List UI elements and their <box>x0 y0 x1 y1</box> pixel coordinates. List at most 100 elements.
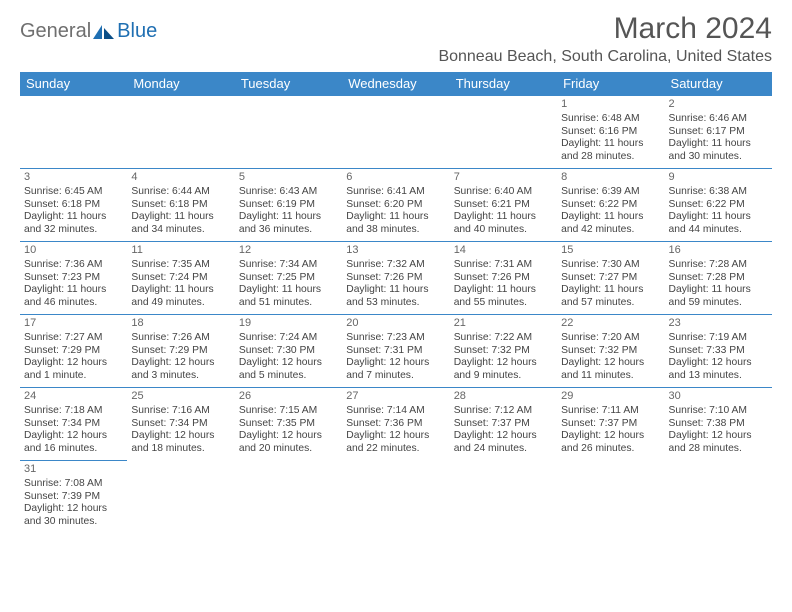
weekday-header: Sunday <box>20 72 127 96</box>
sunrise-line: Sunrise: 7:11 AM <box>561 405 660 418</box>
weekday-header: Wednesday <box>342 72 449 96</box>
day-number: 26 <box>239 390 338 404</box>
daylight-line: Daylight: 11 hours and 57 minutes. <box>561 284 660 310</box>
sunset-line: Sunset: 6:22 PM <box>561 199 660 212</box>
calendar-day-cell: 3Sunrise: 6:45 AMSunset: 6:18 PMDaylight… <box>20 169 127 242</box>
sunrise-line: Sunrise: 7:20 AM <box>561 332 660 345</box>
weekday-header: Tuesday <box>235 72 342 96</box>
sunrise-line: Sunrise: 7:31 AM <box>454 259 553 272</box>
day-number: 12 <box>239 244 338 258</box>
sunset-line: Sunset: 7:37 PM <box>561 418 660 431</box>
daylight-line: Daylight: 11 hours and 51 minutes. <box>239 284 338 310</box>
calendar-day-cell: 15Sunrise: 7:30 AMSunset: 7:27 PMDayligh… <box>557 242 664 315</box>
calendar-day-cell: 1Sunrise: 6:48 AMSunset: 6:16 PMDaylight… <box>557 96 664 169</box>
calendar-day-cell: 5Sunrise: 6:43 AMSunset: 6:19 PMDaylight… <box>235 169 342 242</box>
calendar-day-cell: 18Sunrise: 7:26 AMSunset: 7:29 PMDayligh… <box>127 315 234 388</box>
calendar-empty-cell <box>127 96 234 169</box>
calendar-day-cell: 7Sunrise: 6:40 AMSunset: 6:21 PMDaylight… <box>450 169 557 242</box>
calendar-empty-cell <box>235 96 342 169</box>
calendar-day-cell: 30Sunrise: 7:10 AMSunset: 7:38 PMDayligh… <box>665 388 772 461</box>
sunrise-line: Sunrise: 7:35 AM <box>131 259 230 272</box>
daylight-line: Daylight: 12 hours and 13 minutes. <box>669 357 768 383</box>
day-number: 1 <box>561 98 660 112</box>
sunset-line: Sunset: 7:31 PM <box>346 345 445 358</box>
daylight-line: Daylight: 11 hours and 30 minutes. <box>669 138 768 164</box>
day-number: 17 <box>24 317 123 331</box>
daylight-line: Daylight: 12 hours and 16 minutes. <box>24 430 123 456</box>
day-number: 11 <box>131 244 230 258</box>
location-subtitle: Bonneau Beach, South Carolina, United St… <box>20 48 772 66</box>
sunset-line: Sunset: 7:29 PM <box>24 345 123 358</box>
day-number: 4 <box>131 171 230 185</box>
day-number: 8 <box>561 171 660 185</box>
calendar-day-cell: 6Sunrise: 6:41 AMSunset: 6:20 PMDaylight… <box>342 169 449 242</box>
day-number: 18 <box>131 317 230 331</box>
sunset-line: Sunset: 7:34 PM <box>131 418 230 431</box>
day-number: 14 <box>454 244 553 258</box>
calendar-day-cell: 26Sunrise: 7:15 AMSunset: 7:35 PMDayligh… <box>235 388 342 461</box>
calendar-week-row: 10Sunrise: 7:36 AMSunset: 7:23 PMDayligh… <box>20 242 772 315</box>
daylight-line: Daylight: 11 hours and 59 minutes. <box>669 284 768 310</box>
calendar-day-cell: 19Sunrise: 7:24 AMSunset: 7:30 PMDayligh… <box>235 315 342 388</box>
day-number: 9 <box>669 171 768 185</box>
sunrise-line: Sunrise: 7:27 AM <box>24 332 123 345</box>
brand-word-a: General <box>20 20 91 43</box>
calendar-week-row: 31Sunrise: 7:08 AMSunset: 7:39 PMDayligh… <box>20 461 772 534</box>
calendar-day-cell: 4Sunrise: 6:44 AMSunset: 6:18 PMDaylight… <box>127 169 234 242</box>
daylight-line: Daylight: 12 hours and 7 minutes. <box>346 357 445 383</box>
daylight-line: Daylight: 11 hours and 40 minutes. <box>454 211 553 237</box>
calendar-day-cell: 24Sunrise: 7:18 AMSunset: 7:34 PMDayligh… <box>20 388 127 461</box>
calendar-day-cell: 16Sunrise: 7:28 AMSunset: 7:28 PMDayligh… <box>665 242 772 315</box>
sunrise-line: Sunrise: 7:22 AM <box>454 332 553 345</box>
calendar-day-cell: 23Sunrise: 7:19 AMSunset: 7:33 PMDayligh… <box>665 315 772 388</box>
sunset-line: Sunset: 7:32 PM <box>561 345 660 358</box>
day-number: 20 <box>346 317 445 331</box>
day-number: 7 <box>454 171 553 185</box>
sunset-line: Sunset: 7:28 PM <box>669 272 768 285</box>
weekday-header: Saturday <box>665 72 772 96</box>
day-number: 6 <box>346 171 445 185</box>
calendar-week-row: 17Sunrise: 7:27 AMSunset: 7:29 PM Dayligh… <box>20 315 772 388</box>
calendar-table: SundayMondayTuesdayWednesdayThursdayFrid… <box>20 72 772 534</box>
brand-logo: GeneralBlue <box>20 20 157 43</box>
sunrise-line: Sunrise: 7:19 AM <box>669 332 768 345</box>
sunrise-line: Sunrise: 7:23 AM <box>346 332 445 345</box>
daylight-line: Daylight: 11 hours and 49 minutes. <box>131 284 230 310</box>
sunset-line: Sunset: 7:32 PM <box>454 345 553 358</box>
sunset-line: Sunset: 6:17 PM <box>669 126 768 139</box>
sunrise-line: Sunrise: 7:08 AM <box>24 478 123 491</box>
daylight-line: Daylight: 11 hours and 46 minutes. <box>24 284 123 310</box>
day-number: 31 <box>24 463 123 477</box>
daylight-line: Daylight: 11 hours and 42 minutes. <box>561 211 660 237</box>
daylight-line: Daylight: 12 hours and 20 minutes. <box>239 430 338 456</box>
daylight-line: Daylight: 12 hours and 24 minutes. <box>454 430 553 456</box>
calendar-day-cell: 9Sunrise: 6:38 AMSunset: 6:22 PMDaylight… <box>665 169 772 242</box>
daylight-line: Daylight: 12 hours and 18 minutes. <box>131 430 230 456</box>
calendar-day-cell: 21Sunrise: 7:22 AMSunset: 7:32 PMDayligh… <box>450 315 557 388</box>
calendar-day-cell: 29Sunrise: 7:11 AMSunset: 7:37 PMDayligh… <box>557 388 664 461</box>
sunset-line: Sunset: 7:38 PM <box>669 418 768 431</box>
calendar-day-cell: 17Sunrise: 7:27 AMSunset: 7:29 PMDayligh… <box>20 315 127 388</box>
day-number: 2 <box>669 98 768 112</box>
sunset-line: Sunset: 6:22 PM <box>669 199 768 212</box>
daylight-line: Daylight: 12 hours and 28 minutes. <box>669 430 768 456</box>
sunset-line: Sunset: 7:36 PM <box>346 418 445 431</box>
sunset-line: Sunset: 7:24 PM <box>131 272 230 285</box>
calendar-day-cell: 2Sunrise: 6:46 AMSunset: 6:17 PMDaylight… <box>665 96 772 169</box>
sunrise-line: Sunrise: 7:16 AM <box>131 405 230 418</box>
sunset-line: Sunset: 7:33 PM <box>669 345 768 358</box>
daylight-line: Daylight: 12 hours and 11 minutes. <box>561 357 660 383</box>
daylight-line: Daylight: 12 hours and 30 minutes. <box>24 503 123 529</box>
day-number: 29 <box>561 390 660 404</box>
sunset-line: Sunset: 6:18 PM <box>131 199 230 212</box>
calendar-empty-cell <box>342 96 449 169</box>
sunset-line: Sunset: 7:27 PM <box>561 272 660 285</box>
page-title: March 2024 <box>614 12 772 46</box>
daylight-line: Daylight: 12 hours and 5 minutes. <box>239 357 338 383</box>
daylight-line: Daylight: 11 hours and 53 minutes. <box>346 284 445 310</box>
daylight-line: Daylight: 11 hours and 55 minutes. <box>454 284 553 310</box>
calendar-empty-cell <box>342 461 449 534</box>
sunrise-line: Sunrise: 6:38 AM <box>669 186 768 199</box>
day-number: 22 <box>561 317 660 331</box>
calendar-week-row: 3Sunrise: 6:45 AMSunset: 6:18 PMDaylight… <box>20 169 772 242</box>
